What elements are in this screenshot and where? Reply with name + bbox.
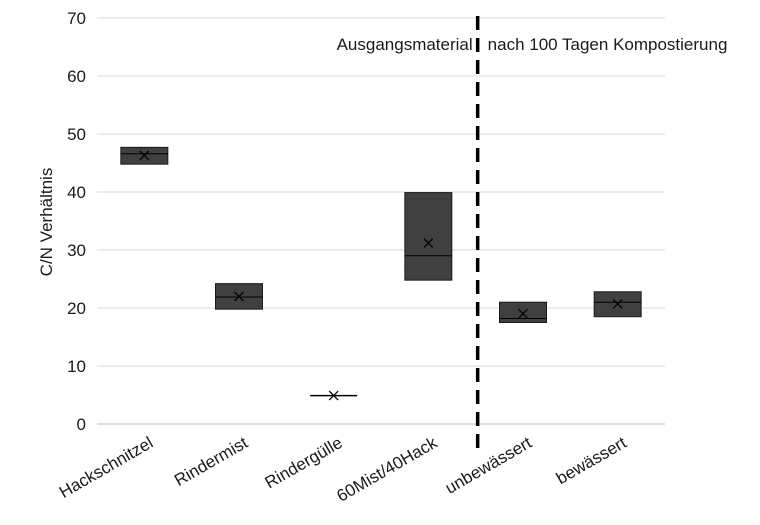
mean-marker-stroke-b [518, 308, 528, 319]
y-axis-tick-labels: 0 10 20 30 40 50 60 70 [67, 9, 86, 434]
box-iqr [404, 192, 453, 281]
y-axis-label: C/N Verhältnis [37, 168, 56, 277]
mean-marker-stroke-b [612, 298, 623, 309]
y-tick-50: 50 [67, 125, 86, 144]
annotation-ausgangsmaterial: Ausgangsmaterial [337, 35, 473, 54]
x-category-label: unbewässert [442, 433, 535, 498]
y-tick-10: 10 [67, 357, 86, 376]
box-bew-ssert [593, 291, 642, 318]
y-tick-20: 20 [67, 299, 86, 318]
y-tick-60: 60 [67, 67, 86, 86]
mean-marker-stroke-b [423, 238, 434, 248]
box-iqr [593, 291, 642, 318]
y-tick-30: 30 [67, 241, 86, 260]
gridlines [97, 17, 665, 367]
annotation-kompostierung: nach 100 Tagen Kompostierung [488, 35, 728, 54]
box-unbew-ssert [499, 301, 547, 324]
box-60mist-40hack [404, 192, 453, 281]
boxes [120, 146, 642, 401]
y-tick-70: 70 [67, 9, 86, 28]
x-category-label: Hackschnitzel [56, 433, 156, 502]
box-rindermist [215, 283, 263, 310]
y-tick-0: 0 [77, 415, 86, 434]
y-tick-40: 40 [67, 183, 86, 202]
x-category-label: Rindergülle [262, 433, 346, 492]
mean-marker-stroke-b [328, 390, 339, 401]
box-iqr [499, 301, 547, 324]
box-hackschnitzel [120, 146, 169, 165]
x-axis-category-labels: Hackschnitzel Rindermist Rindergülle60Mist… [56, 433, 630, 506]
mean-marker-stroke-b [139, 150, 150, 161]
annotation-background [312, 33, 752, 56]
box-rinderg-lle [310, 390, 358, 401]
x-category-label: Rindermist [171, 433, 251, 490]
x-category-label: bewässert [553, 433, 630, 488]
mean-marker-stroke-b [234, 291, 244, 302]
x-category-label: 60Mist/40Hack [333, 433, 440, 506]
